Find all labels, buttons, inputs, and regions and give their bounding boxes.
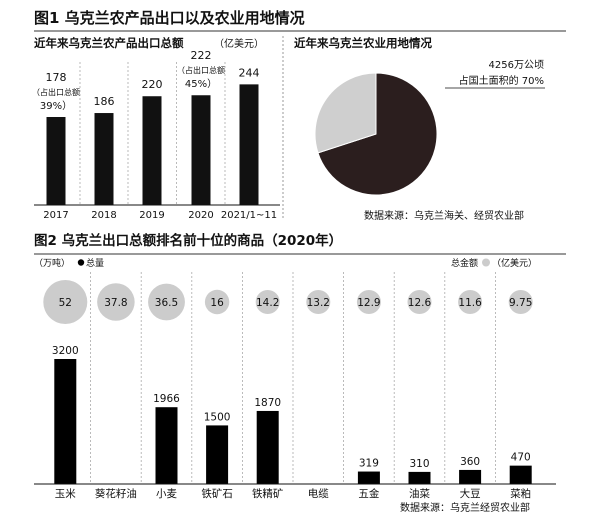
fig1-bar: [191, 95, 211, 205]
fig2-category-label: 电缆: [308, 487, 329, 500]
value-bubble-label: 14.2: [256, 297, 279, 309]
value-bubble: [148, 283, 185, 321]
volume-bar: [206, 425, 229, 484]
fig1-category-label: 2020: [188, 210, 213, 221]
fig1-bar-subtitle: 近年来乌克兰农产品出口总额: [34, 36, 184, 50]
fig2-category-label: 菜粕: [510, 487, 531, 500]
fig1-annotation-line1: （占出口总额: [177, 65, 225, 75]
fig2-category-label: 五金: [358, 487, 379, 500]
fig2-right-legend-unit: （亿美元）: [492, 257, 537, 269]
volume-bar: [256, 410, 279, 484]
value-bubble-label: 9.75: [509, 297, 532, 309]
fig1-value-label: 220: [142, 78, 163, 91]
fig1-title: 图1 乌克兰农产品出口以及农业用地情况: [34, 9, 305, 27]
volume-bar: [509, 465, 532, 484]
fig1-category-label: 2018: [91, 210, 116, 221]
value-bubble-label: 11.6: [458, 297, 482, 309]
fig2-title: 图2 乌克兰出口总额排名前十位的商品（2020年）: [34, 232, 342, 249]
fig1-value-label: 244: [239, 66, 260, 79]
fig2-gridlines: [90, 272, 496, 484]
fig2-right-legend-label: 总金额: [451, 257, 478, 269]
fig1-bar: [94, 113, 114, 205]
volume-bar: [459, 469, 482, 484]
value-bubble: [407, 290, 432, 314]
fig2-category-label: 油菜: [409, 487, 430, 500]
value-bubble-label: 37.8: [104, 297, 127, 309]
value-bubble-label: 12.6: [408, 297, 432, 309]
volume-bar: [54, 359, 77, 484]
value-bubble-label: 16: [210, 297, 224, 309]
fig1-source: 数据来源：乌克兰海关、经贸农业部: [364, 209, 524, 222]
fig2-value-bubbles: 52 37.8 36.5 16 14.2 13.2 12.9 12.6 11.6 9.75: [43, 280, 533, 324]
fig1-pie-subtitle: 近年来乌克兰农业用地情况: [294, 36, 432, 50]
legend-value-dot: [482, 258, 490, 267]
volume-bar: [155, 407, 178, 484]
fig2-category-label: 大豆: [460, 487, 481, 500]
volume-bar: [408, 471, 431, 484]
fig1-value-label: 222: [191, 49, 212, 62]
value-bubble: [508, 290, 533, 314]
fig1-annotation-line1: （占出口总额: [32, 87, 80, 97]
volume-value-label: 319: [359, 458, 379, 470]
fig1-annotation-line2: 39%）: [40, 100, 72, 112]
value-bubble-label: 52: [59, 297, 72, 309]
fig2-left-legend-unit: （万吨）: [34, 257, 70, 269]
fig2-category-label: 小麦: [156, 488, 177, 500]
value-bubble: [458, 290, 483, 314]
fig1-value-label: 186: [94, 95, 115, 108]
volume-value-label: 3200: [52, 345, 79, 357]
fig1-pie: [314, 72, 438, 196]
fig1-bar: [46, 117, 66, 205]
value-bubble: [204, 289, 230, 315]
fig2-source: 数据来源：乌克兰经贸农业部: [400, 501, 530, 514]
volume-value-label: 1500: [204, 411, 231, 423]
fig1-bar: [239, 84, 259, 205]
value-bubble-label: 36.5: [155, 297, 178, 309]
fig1-bars: 39%） （占出口总额 178 2017 186 2018 220 2019 45%） （占出口总…: [32, 49, 277, 221]
fig1-category-label: 2017: [43, 210, 68, 221]
volume-value-label: 310: [409, 458, 429, 470]
value-bubble-label: 13.2: [307, 297, 330, 309]
legend-volume-dot: [77, 259, 85, 266]
volume-value-label: 470: [511, 452, 531, 464]
fig2-category-label: 玉米: [55, 487, 76, 500]
volume-value-label: 1966: [153, 393, 180, 405]
fig2-volume-bars: 3200 1966 1500 1870 319 310 360 470: [52, 345, 532, 484]
fig1-bar: [142, 96, 162, 205]
pie-note-2: 占国土面积的 70%: [459, 74, 544, 87]
value-bubble: [306, 290, 331, 314]
value-bubble: [255, 290, 280, 314]
pie-note-1: 4256万公顷: [489, 59, 544, 71]
value-bubble: [356, 290, 381, 314]
volume-value-label: 1870: [254, 397, 281, 409]
value-bubble-label: 12.9: [357, 297, 380, 309]
value-bubble: [97, 283, 135, 321]
fig2-category-labels: 玉米 葵花籽油 小麦 铁矿石 铁精矿 电缆 五金 油菜 大豆 菜粕: [55, 487, 531, 500]
fig1-unit: （亿美元）: [214, 37, 264, 50]
fig1-value-label: 178: [46, 71, 67, 84]
fig2-left-legend-label: 总量: [86, 257, 104, 269]
fig2-category-label: 铁精矿: [252, 487, 284, 500]
fig2-category-label: 铁矿石: [201, 487, 233, 500]
fig2-category-label: 葵花籽油: [95, 487, 137, 500]
pie-slice: [314, 72, 377, 154]
value-bubble: [43, 280, 88, 324]
fig1-category-label: 2019: [139, 210, 164, 221]
fig1-category-label: 2021/1~11: [221, 210, 277, 221]
volume-value-label: 360: [460, 456, 480, 468]
pie-slice: [317, 72, 438, 196]
volume-bar: [357, 471, 380, 484]
fig1-annotation-line2: 45%）: [185, 78, 217, 90]
